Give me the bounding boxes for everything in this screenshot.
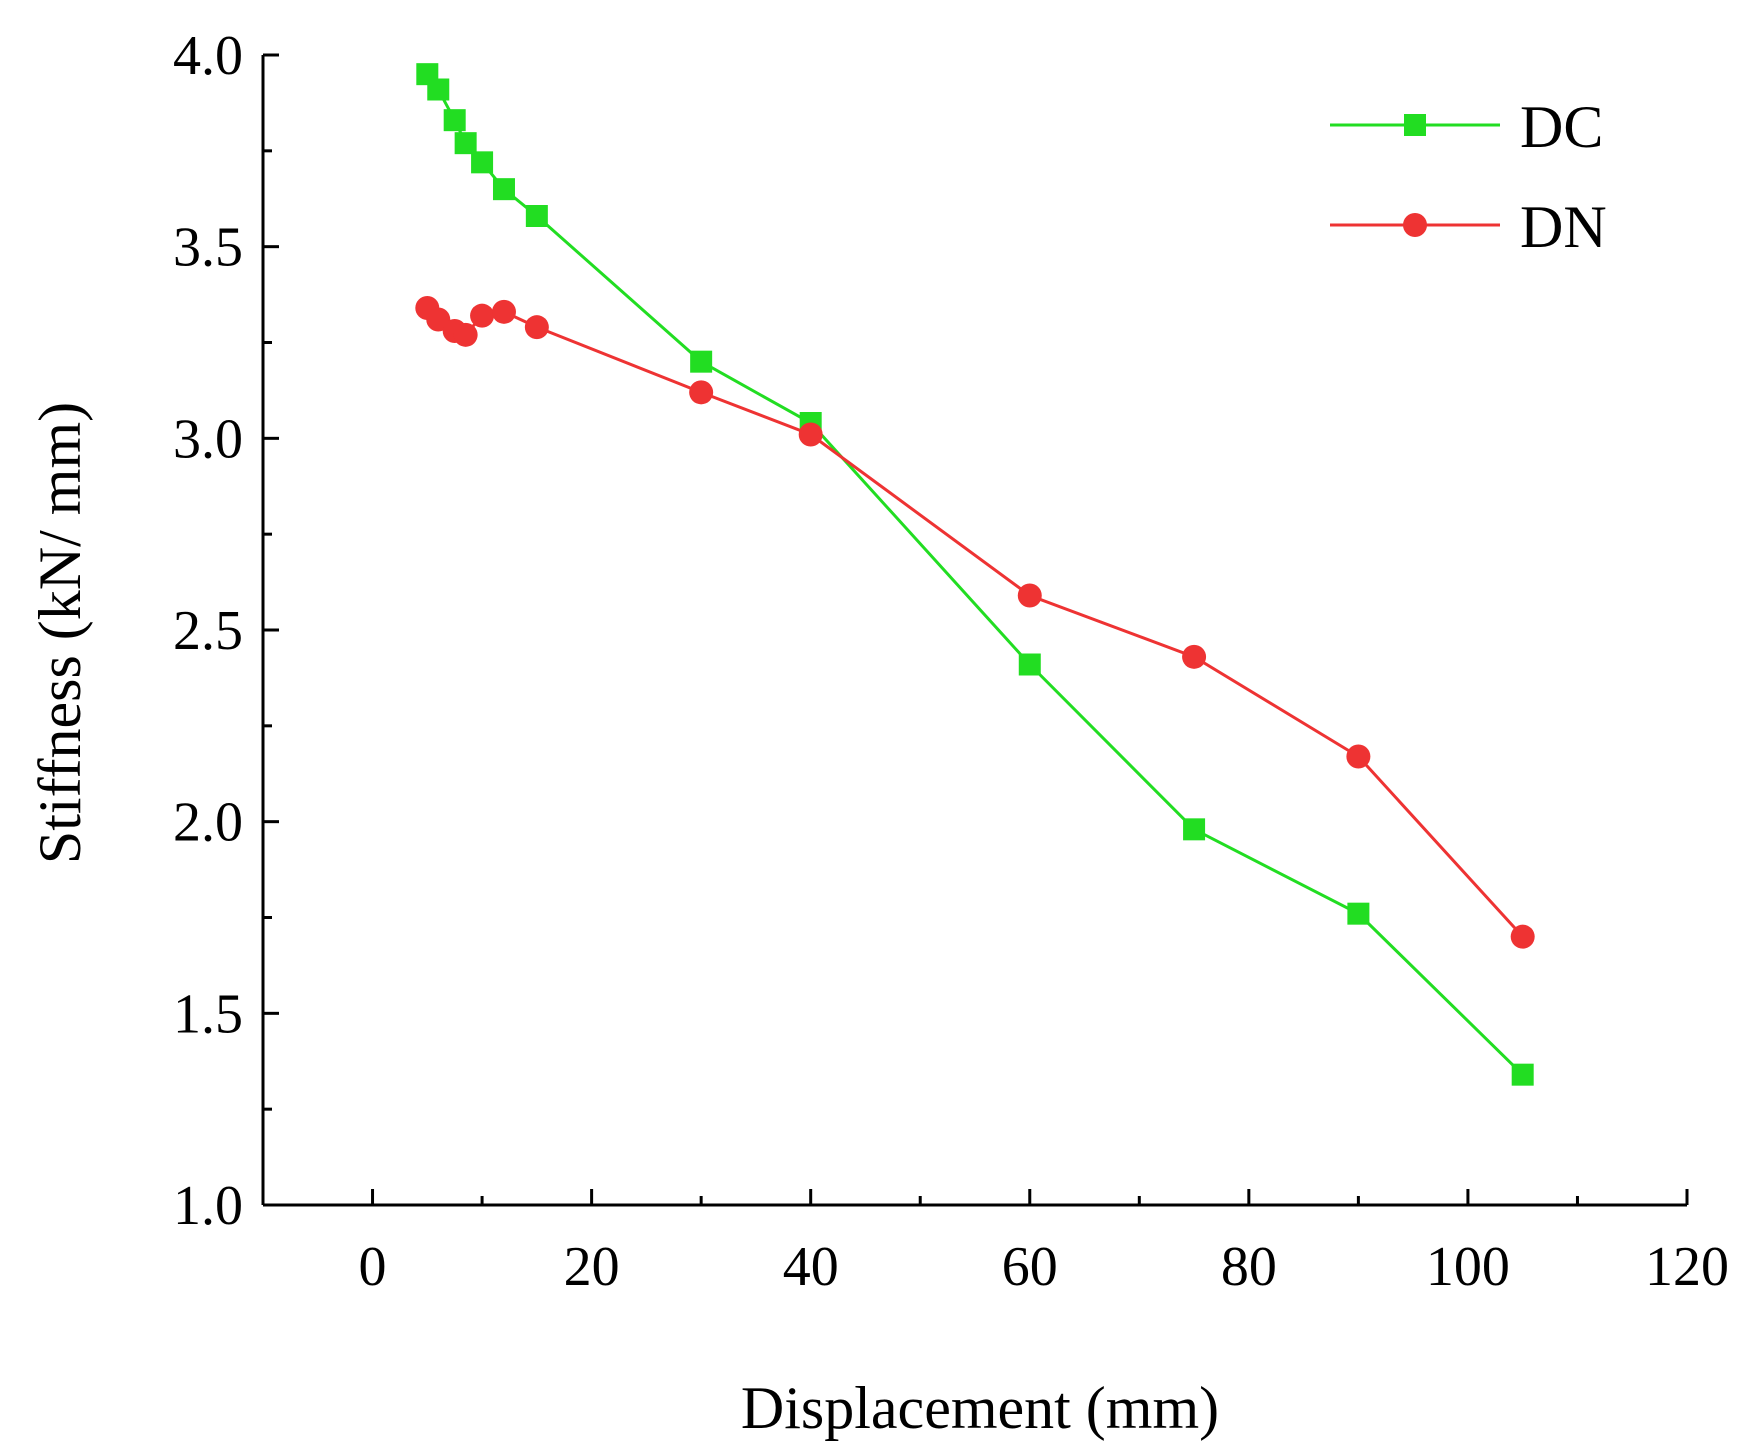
x-tick-label: 0 <box>359 1236 387 1298</box>
series-dc <box>416 63 1534 1086</box>
series-dn-point <box>491 299 516 324</box>
x-tick-label: 60 <box>1002 1236 1058 1298</box>
y-tick-label: 3.5 <box>173 217 243 279</box>
legend-label-dc: DC <box>1520 94 1603 160</box>
series-dn-point <box>689 380 714 405</box>
x-tick-label: 80 <box>1221 1236 1277 1298</box>
x-tick-label: 40 <box>783 1236 839 1298</box>
series-dn-point <box>798 422 823 447</box>
series-dn-point <box>1510 924 1535 949</box>
series-dn-point <box>470 303 495 328</box>
series-dn-point <box>453 322 478 347</box>
series-dn-point <box>1017 583 1042 608</box>
legend-marker-dn <box>1403 213 1427 237</box>
y-tick-label: 2.0 <box>173 792 243 854</box>
series-dc-point <box>443 109 466 132</box>
series-dn <box>415 296 1535 949</box>
series-dc-point <box>1511 1063 1534 1086</box>
legend: DC DN <box>1330 94 1607 260</box>
legend-marker-dc <box>1404 114 1426 136</box>
series-dc-point <box>1183 818 1206 841</box>
series-layer <box>415 63 1535 1086</box>
series-dc-point <box>525 205 548 227</box>
series-dn-point <box>1346 744 1371 769</box>
series-dc-point <box>471 151 494 174</box>
x-axis-title: Displacement (mm) <box>741 1375 1219 1441</box>
y-tick-label: 1.0 <box>173 1175 243 1237</box>
x-tick-label: 100 <box>1426 1236 1510 1298</box>
y-axis-title: Stiffness (kN/ mm) <box>27 402 93 864</box>
series-dc-point <box>454 132 477 155</box>
y-tick-label: 2.5 <box>173 600 243 662</box>
y-tick-label: 4.0 <box>173 25 243 87</box>
series-dn-point <box>1182 644 1207 669</box>
legend-item-dn: DN <box>1330 194 1607 260</box>
series-dc-point <box>1018 653 1041 676</box>
y-tick-label: 3.0 <box>173 408 243 470</box>
series-dc-point <box>690 350 713 373</box>
legend-label-dn: DN <box>1520 194 1607 260</box>
legend-item-dc: DC <box>1330 94 1603 160</box>
series-dc-point <box>427 78 450 101</box>
series-dn-point <box>524 315 549 340</box>
x-tick-label: 20 <box>564 1236 620 1298</box>
axes: 0 20 40 60 80 100 120 1.0 1.5 2.0 2.5 3.0 3.5 4.0 <box>173 25 1729 1298</box>
series-dc-point <box>1347 902 1370 925</box>
y-tick-label: 1.5 <box>173 983 243 1045</box>
series-dc-point <box>492 178 515 201</box>
x-tick-label: 120 <box>1645 1236 1729 1298</box>
